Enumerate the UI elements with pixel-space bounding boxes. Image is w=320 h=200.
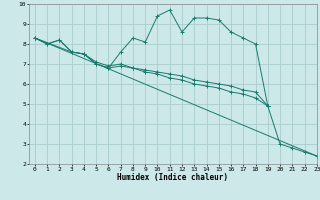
X-axis label: Humidex (Indice chaleur): Humidex (Indice chaleur) <box>117 173 228 182</box>
